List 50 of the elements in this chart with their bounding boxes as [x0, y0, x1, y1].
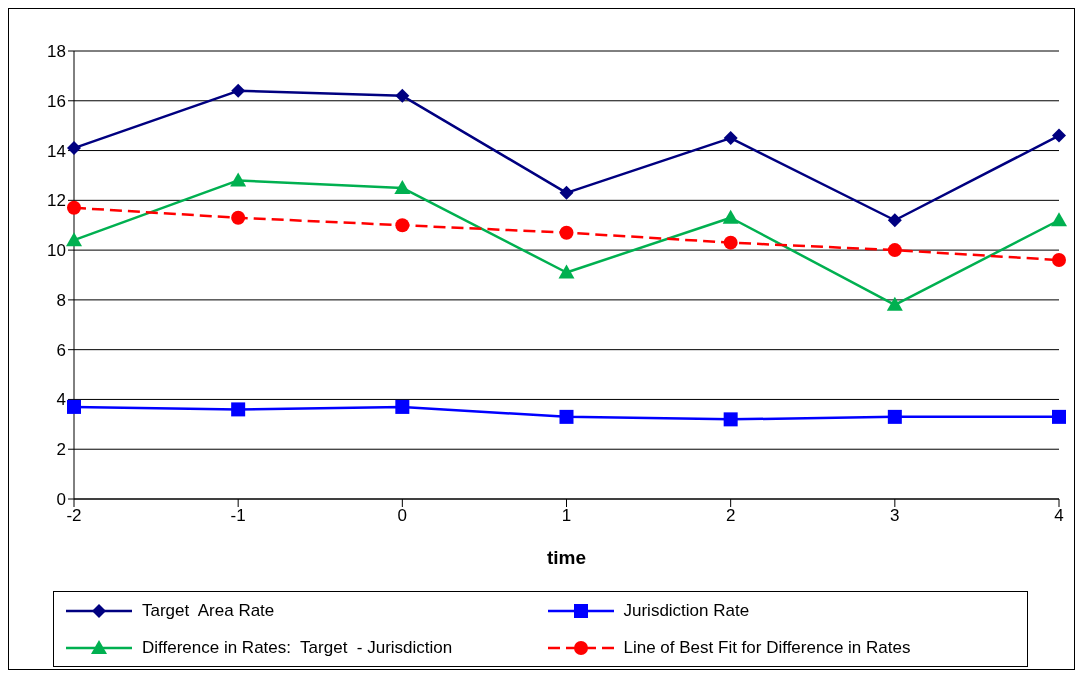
- y-tick-label: 10: [47, 241, 66, 261]
- x-tick-label: 0: [397, 506, 408, 526]
- x-tick-label: 3: [890, 506, 900, 526]
- y-tick-label: 14: [47, 141, 66, 161]
- x-tick-label: -1: [230, 506, 246, 526]
- y-tick-label: 6: [56, 340, 66, 360]
- point: [887, 409, 902, 424]
- y-tick-label: 8: [56, 290, 66, 310]
- point: [887, 213, 902, 228]
- y-tick-label: 18: [47, 42, 66, 62]
- point: [558, 264, 575, 279]
- point: [395, 88, 410, 103]
- point: [231, 210, 246, 225]
- x-tick-label: 2: [725, 506, 736, 526]
- y-tick-label: 16: [47, 91, 66, 111]
- y-tick-label: 4: [56, 390, 66, 410]
- y-tick-label: 0: [56, 490, 66, 510]
- point: [230, 172, 247, 187]
- legend-label: Line of Best Fit for Difference in Rates: [623, 637, 911, 658]
- point: [1052, 253, 1066, 268]
- point: [66, 232, 82, 247]
- point: [231, 83, 246, 98]
- point: [722, 209, 739, 224]
- point: [1051, 212, 1067, 227]
- point: [723, 131, 738, 146]
- point: [1052, 409, 1066, 424]
- point: [723, 412, 738, 427]
- legend-label: Jurisdiction Rate: [623, 600, 750, 621]
- legend-label: Target Area Rate: [142, 600, 275, 621]
- x-tick-label: -2: [66, 506, 82, 526]
- x-tick-label: 1: [561, 506, 572, 526]
- point: [723, 235, 738, 250]
- point: [231, 402, 246, 417]
- point: [887, 243, 902, 258]
- point: [67, 141, 81, 156]
- point: [559, 185, 574, 200]
- y-tick-label: 2: [56, 440, 66, 460]
- x-axis-title: time: [546, 547, 587, 568]
- point: [67, 200, 81, 215]
- legend-label: Difference in Rates: Target - Jurisdiction: [142, 637, 453, 658]
- point: [886, 296, 903, 311]
- point: [67, 399, 81, 414]
- point: [394, 179, 411, 194]
- point: [559, 225, 574, 240]
- point: [559, 409, 574, 424]
- y-tick-label: 12: [47, 191, 66, 211]
- point: [395, 218, 410, 233]
- point: [395, 399, 410, 414]
- x-tick-label: 4: [1054, 506, 1064, 526]
- point: [1052, 128, 1066, 143]
